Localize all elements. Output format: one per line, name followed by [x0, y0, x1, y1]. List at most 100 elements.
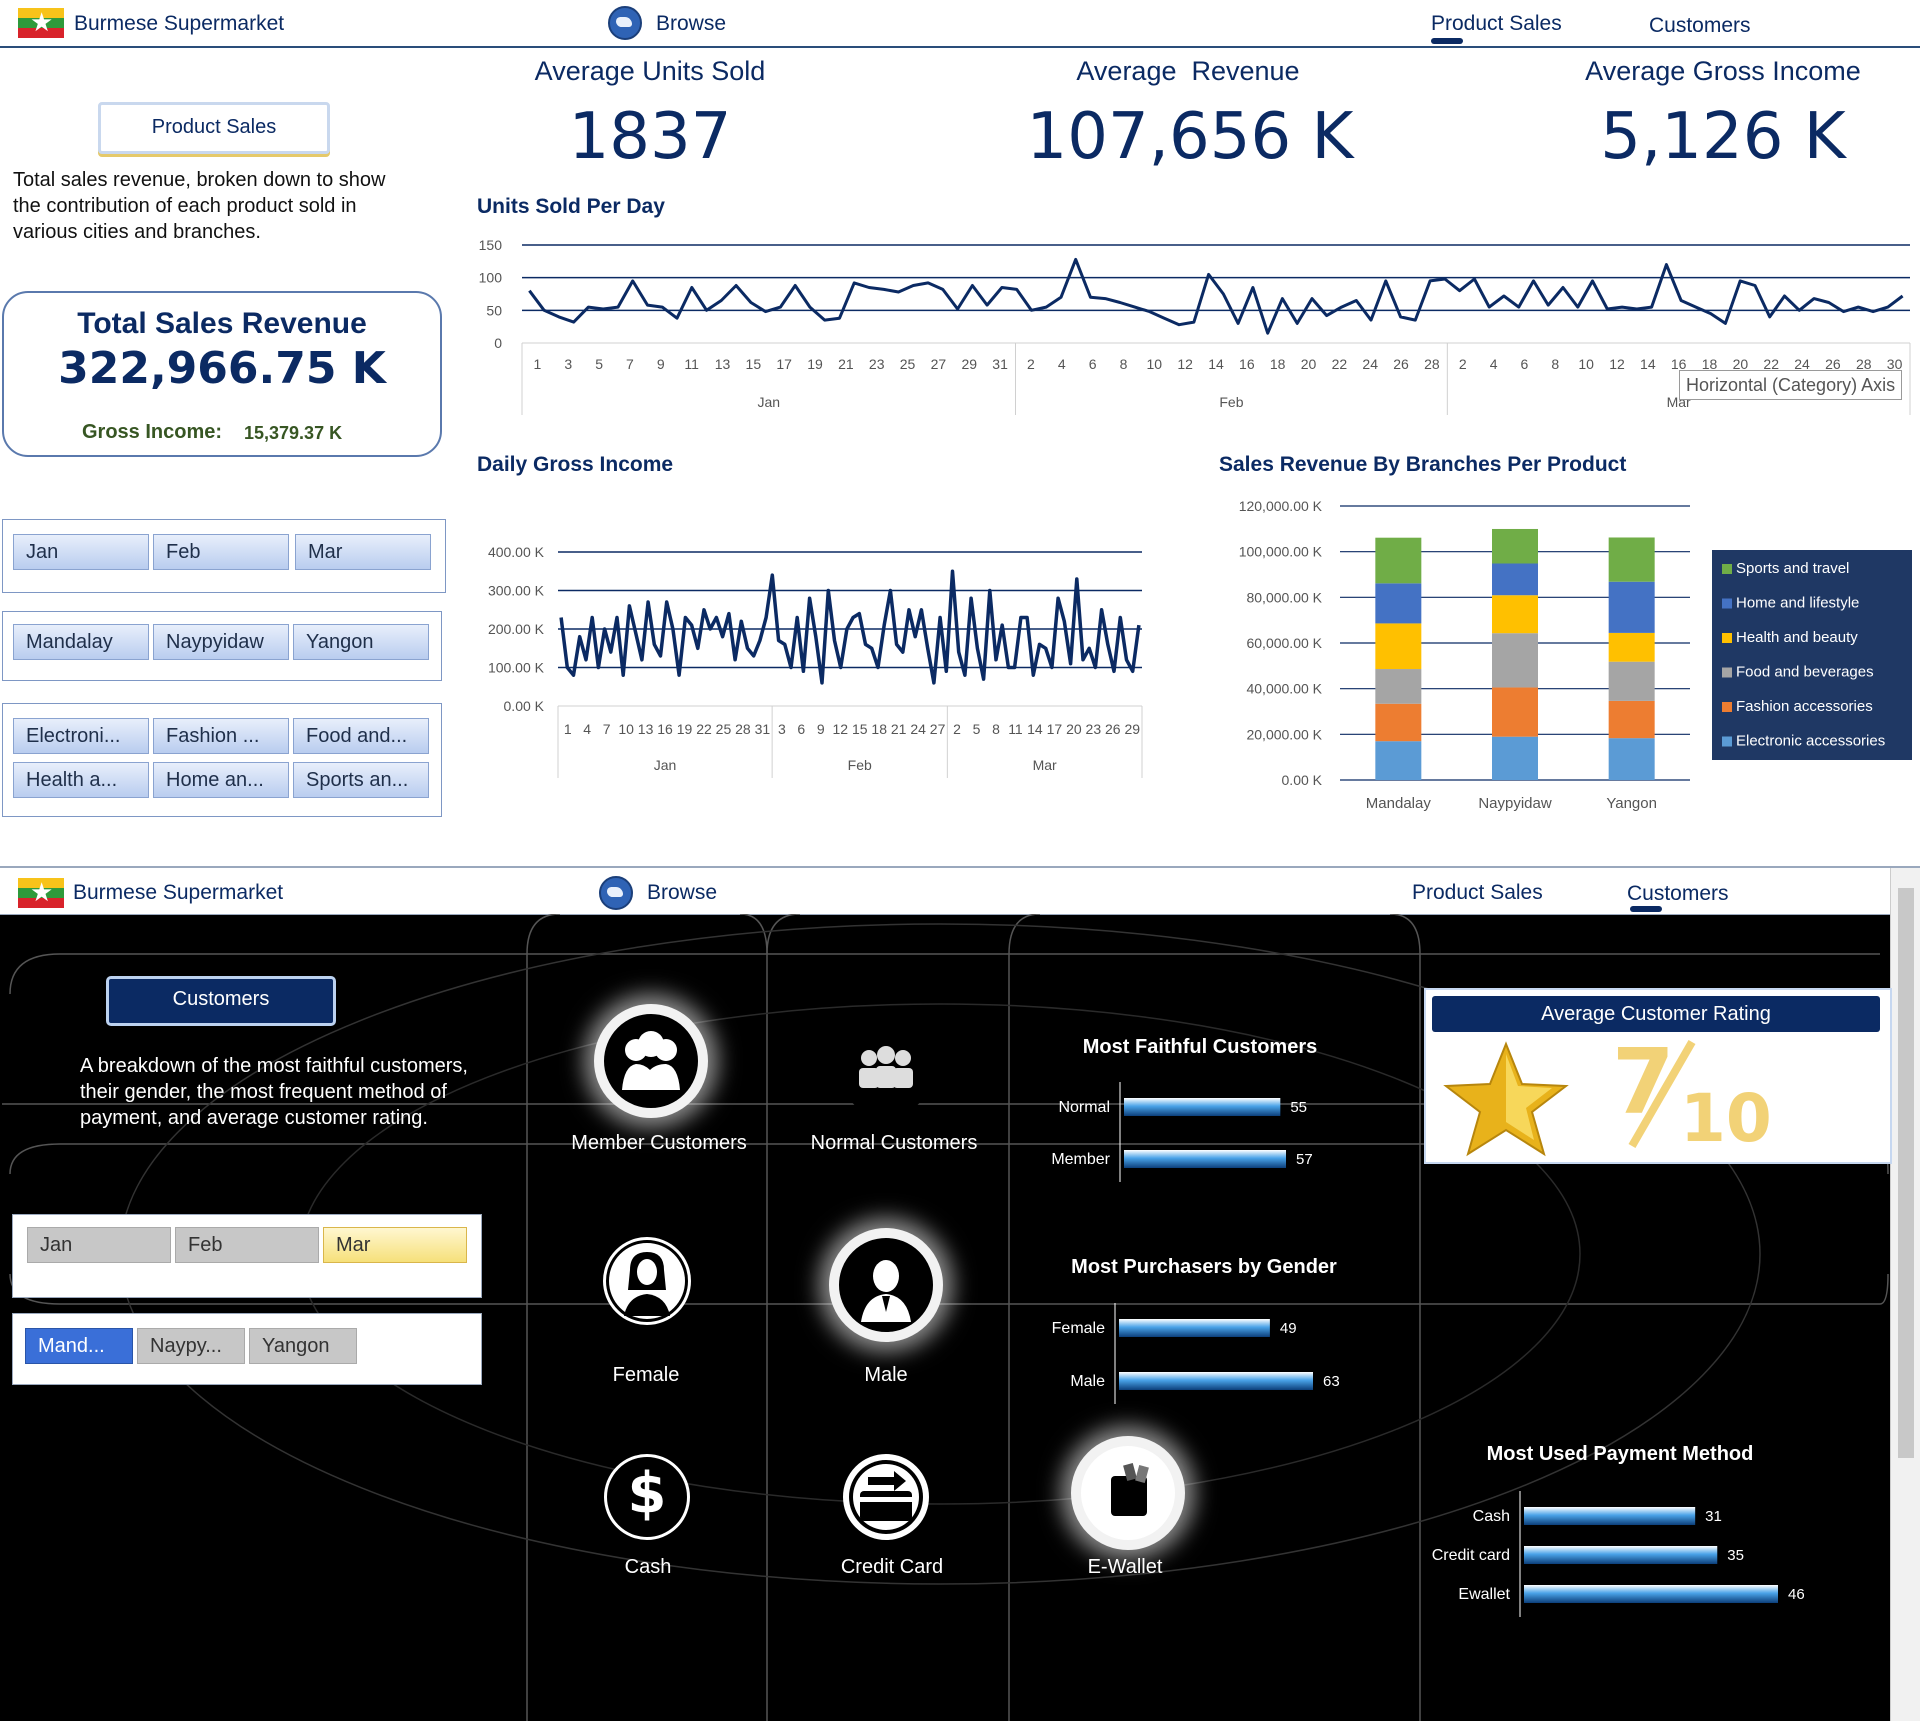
credit-card-icon: [843, 1454, 929, 1540]
slicer-home[interactable]: Home an...: [153, 762, 289, 798]
nav-browse[interactable]: Browse: [656, 12, 727, 35]
nav-customers[interactable]: Customers: [1627, 882, 1729, 905]
x-tick-label: 22: [696, 721, 712, 737]
y-tick-label: 200.00 K: [488, 621, 545, 637]
y-tick-label: 100: [479, 270, 503, 286]
kpi-value-units: 1837: [568, 100, 732, 174]
y-tick-label: 50: [486, 302, 502, 318]
legend-label: Home and lifestyle: [1736, 595, 1859, 612]
chart-title-units: Units Sold Per Day: [477, 195, 665, 218]
x-tick-label: 7: [626, 356, 634, 372]
slicer-mandalay[interactable]: Mand...: [25, 1328, 133, 1364]
slicer-sports[interactable]: Sports an...: [293, 762, 429, 798]
x-tick-label: 28: [1424, 356, 1440, 372]
slicer-feb[interactable]: Feb: [153, 534, 289, 570]
city-slicer: Mand... Naypy... Yangon: [12, 1313, 482, 1385]
x-tick-label: 15: [746, 356, 762, 372]
scrollbar-thumb[interactable]: [1898, 888, 1914, 1458]
x-tick-label: 5: [973, 721, 981, 737]
x-tick-label: 18: [871, 721, 887, 737]
y-tick-label: 40,000.00 K: [1246, 681, 1322, 697]
nav-product-sales[interactable]: Product Sales: [1431, 12, 1562, 35]
x-tick-label: 17: [1047, 721, 1063, 737]
nav-customers[interactable]: Customers: [1649, 14, 1751, 37]
x-tick-label: 31: [755, 721, 771, 737]
x-tick-label: 18: [1702, 356, 1718, 372]
slicer-health[interactable]: Health a...: [13, 762, 149, 798]
month-slicer: Jan Feb Mar: [12, 1214, 482, 1298]
nav-browse[interactable]: Browse: [647, 881, 718, 904]
globe-icon[interactable]: [608, 6, 642, 40]
slicer-mandalay[interactable]: Mandalay: [13, 624, 149, 660]
normal-customers-label: Normal Customers: [810, 1132, 978, 1154]
chart-title-branches: Sales Revenue By Branches Per Product: [1219, 453, 1627, 476]
x-tick-label: 12: [832, 721, 848, 737]
x-tick-label: 15: [852, 721, 868, 737]
page-title-button[interactable]: Product Sales: [98, 102, 330, 154]
credit-card-label: Credit Card: [840, 1556, 944, 1578]
slicer-naypyidaw[interactable]: Naypy...: [137, 1328, 245, 1364]
slicer-jan[interactable]: Jan: [27, 1227, 171, 1263]
y-tick-label: 60,000.00 K: [1246, 635, 1322, 651]
x-tick-label: 2: [1459, 356, 1467, 372]
slicer-yangon[interactable]: Yangon: [293, 624, 429, 660]
product-slicer: Electroni... Fashion ... Food and... Hea…: [2, 703, 442, 817]
bar-segment: [1608, 700, 1655, 739]
page-description: Total sales revenue, broken down to show…: [13, 169, 386, 243]
x-tick-label: 22: [1763, 356, 1779, 372]
x-tick-label: 8: [1120, 356, 1128, 372]
slicer-jan[interactable]: Jan: [13, 534, 149, 570]
legend-label: Electronic accessories: [1736, 733, 1885, 750]
globe-icon[interactable]: [599, 876, 633, 910]
x-tick-label: 3: [778, 721, 786, 737]
x-tick-label: 10: [1578, 356, 1594, 372]
x-tick-label: 4: [1058, 356, 1066, 372]
x-tick-label: 12: [1177, 356, 1193, 372]
member-customers-label: Member Customers: [571, 1132, 747, 1154]
x-tick-label: 24: [1794, 356, 1810, 372]
page-title-button[interactable]: Customers: [106, 976, 336, 1026]
slicer-electronic[interactable]: Electroni...: [13, 718, 149, 754]
bar: [1524, 1546, 1718, 1564]
x-tick-label: 6: [1089, 356, 1097, 372]
cash-icon: $: [604, 1454, 690, 1540]
x-tick-label: 16: [1239, 356, 1255, 372]
nav-product-sales[interactable]: Product Sales: [1412, 881, 1543, 904]
gross-income-label: Gross Income:: [82, 421, 223, 443]
bar-segment: [1492, 563, 1538, 596]
cash-label: Cash: [624, 1556, 672, 1578]
bar: [1124, 1150, 1286, 1168]
bar-value: 49: [1280, 1320, 1297, 1337]
x-tick-label: 27: [931, 356, 947, 372]
x-tick-label: 4: [583, 721, 591, 737]
vertical-scrollbar[interactable]: [1890, 868, 1920, 1721]
slicer-naypyidaw[interactable]: Naypyidaw: [153, 624, 289, 660]
slicer-mar[interactable]: Mar: [323, 1227, 467, 1263]
x-tick-label: 12: [1609, 356, 1625, 372]
x-tick-label: 1: [564, 721, 572, 737]
slicer-mar[interactable]: Mar: [295, 534, 431, 570]
x-tick-label: 10: [618, 721, 634, 737]
kpi-title-gross: Average Gross Income: [1585, 56, 1861, 86]
total-sales-value: 322,966.75 K: [58, 343, 386, 394]
x-tick-label: 29: [1124, 721, 1140, 737]
series-line: [528, 257, 1904, 335]
male-label: Male: [864, 1364, 908, 1386]
total-sales-title: Total Sales Revenue: [77, 307, 367, 340]
slicer-yangon[interactable]: Yangon: [249, 1328, 357, 1364]
bar-segment: [1608, 632, 1655, 662]
x-tick-label: 20: [1066, 721, 1082, 737]
x-tick-label: 11: [1008, 721, 1023, 737]
slicer-feb[interactable]: Feb: [175, 1227, 319, 1263]
slicer-fashion[interactable]: Fashion ...: [153, 718, 289, 754]
slicer-food[interactable]: Food and...: [293, 718, 429, 754]
y-tick-label: 150: [479, 237, 503, 253]
y-tick-label: 20,000.00 K: [1246, 726, 1322, 742]
x-tick-label: 6: [1521, 356, 1529, 372]
legend-swatch: [1722, 667, 1732, 678]
bar-segment: [1608, 738, 1655, 780]
x-tick-label: Naypyidaw: [1478, 795, 1552, 812]
x-tick-label: 9: [657, 356, 665, 372]
bar-segment: [1492, 736, 1538, 780]
kpi-title-units: Average Units Sold: [534, 56, 766, 86]
